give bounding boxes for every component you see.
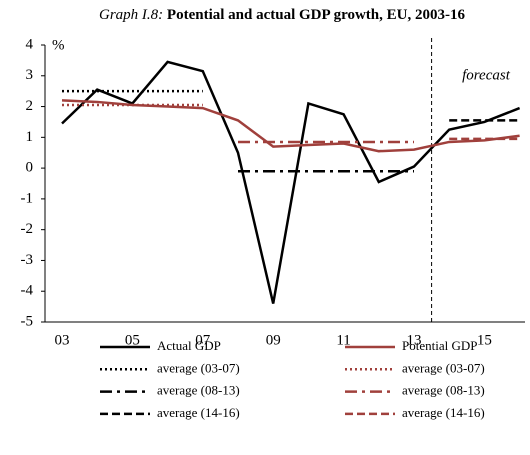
x-tick-label: 11: [336, 332, 350, 348]
legend-label: average (14-16): [402, 405, 485, 420]
y-tick-label: 4: [26, 36, 34, 52]
y-tick-label: 2: [26, 98, 34, 114]
title-label: Graph I.8:: [99, 7, 163, 23]
y-axis-label: %: [52, 37, 65, 53]
y-tick-label: -5: [21, 313, 34, 329]
x-tick-label: 13: [407, 332, 422, 348]
legend-label: average (03-07): [157, 360, 240, 375]
legend-label: average (03-07): [402, 360, 485, 375]
title-text: Potential and actual GDP growth, EU, 200…: [167, 7, 466, 23]
legend-label: Potential GDP: [402, 338, 477, 353]
y-tick-label: 0: [26, 160, 34, 176]
legend-label: average (14-16): [157, 405, 240, 420]
y-tick-label: -2: [21, 221, 34, 237]
y-tick-label: 3: [26, 67, 34, 83]
x-tick-label: 09: [266, 332, 281, 348]
legend-label: average (08-13): [402, 383, 485, 398]
legend-label: average (08-13): [157, 383, 240, 398]
series-line: [61, 99, 520, 153]
series-line: [61, 60, 521, 304]
x-tick-label: 03: [55, 332, 70, 348]
x-tick-label: 15: [477, 332, 492, 348]
forecast-annotation: forecast: [462, 67, 511, 83]
x-tick-label: 05: [125, 332, 140, 348]
x-tick-label: 07: [195, 332, 211, 348]
y-tick-label: -1: [21, 190, 34, 206]
y-tick-label: -3: [21, 252, 34, 268]
y-tick-label: -4: [21, 283, 34, 299]
legend-label: Actual GDP: [157, 338, 221, 353]
chart-title: Graph I.8: Potential and actual GDP grow…: [99, 7, 465, 23]
y-tick-label: 1: [26, 129, 34, 145]
